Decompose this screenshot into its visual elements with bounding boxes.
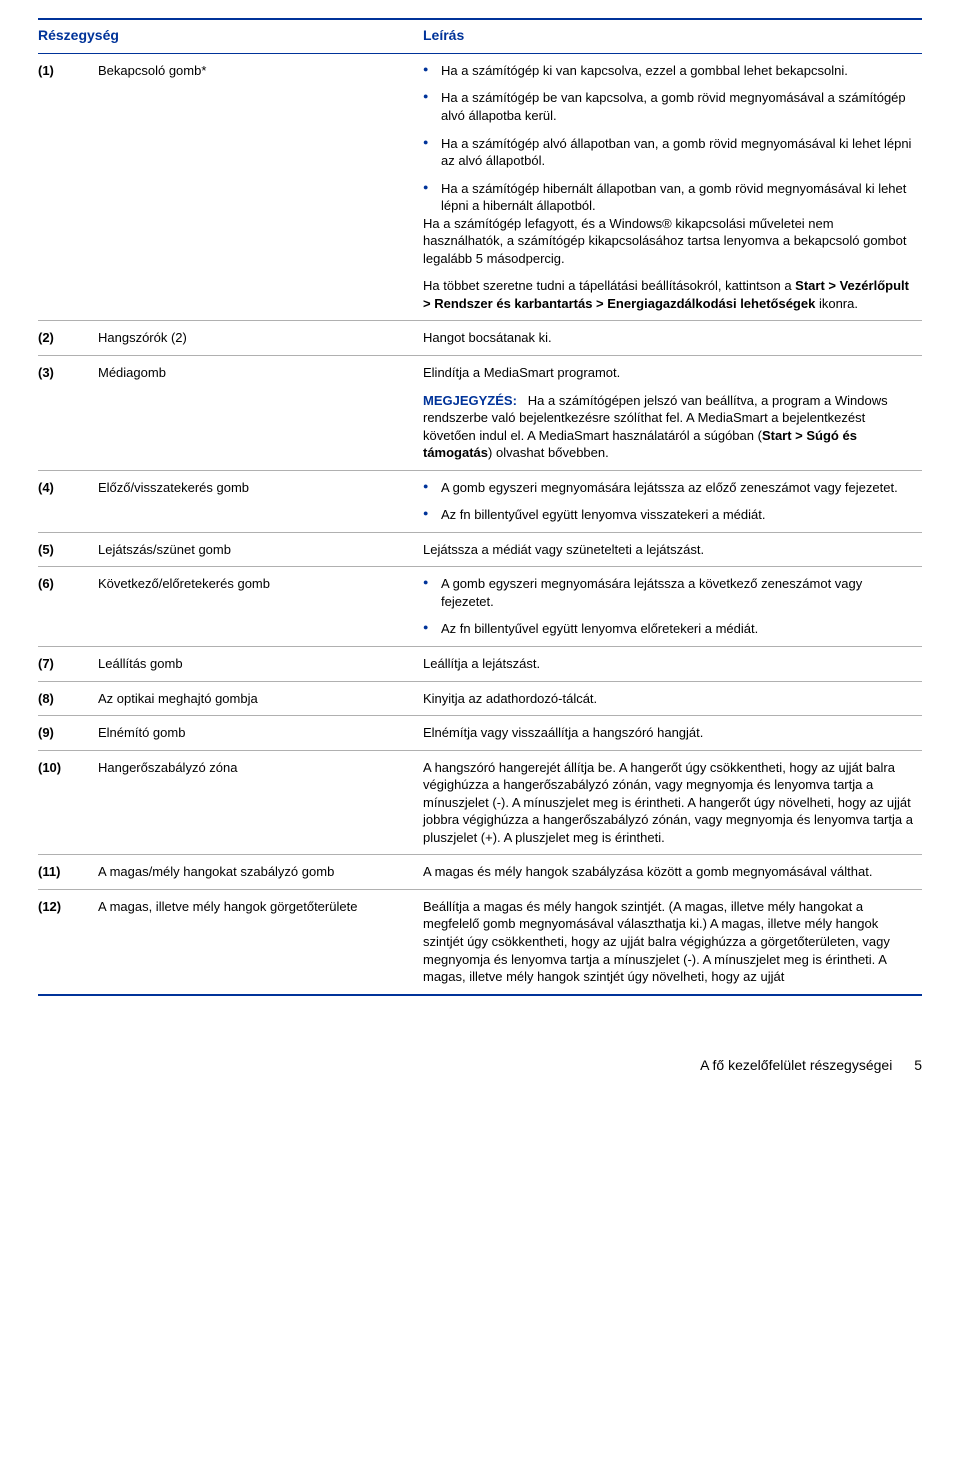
description-cell: A gomb egyszeri megnyomására lejátssza a…: [423, 567, 922, 647]
table-row: (2)Hangszórók (2)Hangot bocsátanak ki.: [38, 321, 922, 356]
description-cell: Kinyitja az adathordozó-tálcát.: [423, 681, 922, 716]
bullet-item: Ha a számítógép alvó állapotban van, a g…: [423, 135, 916, 170]
description-text: Leállítja a lejátszást.: [423, 655, 916, 673]
bullet-item: Az fn billentyűvel együtt lenyomva vissz…: [423, 506, 916, 524]
bullet-item: Az fn billentyűvel együtt lenyomva előre…: [423, 620, 916, 638]
row-number: (12): [38, 889, 98, 994]
page-footer: A fő kezelőfelület részegységei 5: [38, 1056, 922, 1075]
description-text: A magas és mély hangok szabályzása közöt…: [423, 863, 916, 881]
menu-path: Start > Vezérlőpult > Rendszer és karban…: [423, 278, 909, 311]
description-cell: Lejátssza a médiát vagy szünetelteti a l…: [423, 532, 922, 567]
table-row: (10)Hangerőszabályzó zónaA hangszóró han…: [38, 750, 922, 855]
description-cell: Elindítja a MediaSmart programot. MEGJEGY…: [423, 356, 922, 471]
row-number: (9): [38, 716, 98, 751]
row-number: (10): [38, 750, 98, 855]
component-name: Előző/visszatekerés gomb: [98, 470, 423, 532]
table-row: (4)Előző/visszatekerés gombA gomb egysze…: [38, 470, 922, 532]
note-bold: Start > Súgó és támogatás: [423, 428, 857, 461]
key-name: fn: [460, 621, 471, 636]
table-row: (11)A magas/mély hangokat szabályzó gomb…: [38, 855, 922, 890]
description-paragraph: Ha többet szeretne tudni a tápellátási b…: [423, 277, 916, 312]
component-name: Elnémító gomb: [98, 716, 423, 751]
description-cell: Leállítja a lejátszást.: [423, 647, 922, 682]
bullet-item: Ha a számítógép hibernált állapotban van…: [423, 180, 916, 215]
bullet-item: A gomb egyszeri megnyomására lejátssza a…: [423, 575, 916, 610]
bullet-item: Ha a számítógép ki van kapcsolva, ezzel …: [423, 62, 916, 80]
header-col-description: Leírás: [423, 19, 922, 53]
component-name: Lejátszás/szünet gomb: [98, 532, 423, 567]
note-label: MEGJEGYZÉS:: [423, 393, 517, 408]
note-paragraph: MEGJEGYZÉS: Ha a számítógépen jelszó van…: [423, 392, 916, 462]
table-row: (5)Lejátszás/szünet gombLejátssza a médi…: [38, 532, 922, 567]
table-row: (9)Elnémító gombElnémítja vagy visszaáll…: [38, 716, 922, 751]
key-name: fn: [460, 507, 471, 522]
description-text: Elnémítja vagy visszaállítja a hangszóró…: [423, 724, 916, 742]
component-name: Bekapcsoló gomb*: [98, 53, 423, 321]
row-number: (8): [38, 681, 98, 716]
row-number: (2): [38, 321, 98, 356]
row-number: (3): [38, 356, 98, 471]
component-name: Médiagomb: [98, 356, 423, 471]
table-row: (7)Leállítás gombLeállítja a lejátszást.: [38, 647, 922, 682]
component-name: A magas, illetve mély hangok görgetőterü…: [98, 889, 423, 994]
table-row: (3)MédiagombElindítja a MediaSmart progr…: [38, 356, 922, 471]
description-cell: A magas és mély hangok szabályzása közöt…: [423, 855, 922, 890]
bullet-item: A gomb egyszeri megnyomására lejátssza a…: [423, 479, 916, 497]
bullet-list: A gomb egyszeri megnyomására lejátssza a…: [423, 575, 916, 638]
description-cell: Ha a számítógép ki van kapcsolva, ezzel …: [423, 53, 922, 321]
component-name: A magas/mély hangokat szabályzó gomb: [98, 855, 423, 890]
row-number: (6): [38, 567, 98, 647]
bullet-list: A gomb egyszeri megnyomására lejátssza a…: [423, 479, 916, 524]
description-text: A hangszóró hangerejét állítja be. A han…: [423, 759, 916, 847]
footer-section-title: A fő kezelőfelület részegységei: [700, 1057, 892, 1073]
component-name: Leállítás gomb: [98, 647, 423, 682]
description-text: Beállítja a magas és mély hangok szintjé…: [423, 898, 916, 986]
table-header-row: Részegység Leírás: [38, 19, 922, 53]
table-row: (1)Bekapcsoló gomb*Ha a számítógép ki va…: [38, 53, 922, 321]
bullet-item: Ha a számítógép be van kapcsolva, a gomb…: [423, 89, 916, 124]
description-text: Hangot bocsátanak ki.: [423, 329, 916, 347]
description-text: Elindítja a MediaSmart programot.: [423, 364, 916, 382]
row-number: (1): [38, 53, 98, 321]
component-name: Az optikai meghajtó gombja: [98, 681, 423, 716]
description-cell: Hangot bocsátanak ki.: [423, 321, 922, 356]
header-col-component: Részegység: [38, 19, 423, 53]
row-number: (4): [38, 470, 98, 532]
row-number: (11): [38, 855, 98, 890]
table-row: (12)A magas, illetve mély hangok görgető…: [38, 889, 922, 994]
table-row: (6)Következő/előretekerés gombA gomb egy…: [38, 567, 922, 647]
row-number: (5): [38, 532, 98, 567]
description-text: Lejátssza a médiát vagy szünetelteti a l…: [423, 541, 916, 559]
bullet-list: Ha a számítógép ki van kapcsolva, ezzel …: [423, 62, 916, 215]
description-cell: Beállítja a magas és mély hangok szintjé…: [423, 889, 922, 994]
description-text: Kinyitja az adathordozó-tálcát.: [423, 690, 916, 708]
components-table: Részegység Leírás (1)Bekapcsoló gomb*Ha …: [38, 18, 922, 996]
row-number: (7): [38, 647, 98, 682]
component-name: Hangszórók (2): [98, 321, 423, 356]
description-cell: A gomb egyszeri megnyomására lejátssza a…: [423, 470, 922, 532]
footer-page-number: 5: [914, 1057, 922, 1073]
description-cell: A hangszóró hangerejét állítja be. A han…: [423, 750, 922, 855]
component-name: Következő/előretekerés gomb: [98, 567, 423, 647]
description-paragraph: Ha a számítógép lefagyott, és a Windows®…: [423, 215, 916, 268]
description-cell: Elnémítja vagy visszaállítja a hangszóró…: [423, 716, 922, 751]
component-name: Hangerőszabályzó zóna: [98, 750, 423, 855]
table-row: (8)Az optikai meghajtó gombjaKinyitja az…: [38, 681, 922, 716]
